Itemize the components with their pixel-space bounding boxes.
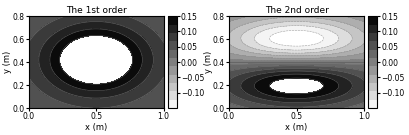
X-axis label: x (m): x (m) xyxy=(85,123,107,131)
Y-axis label: y (m): y (m) xyxy=(3,51,12,73)
Title: The 2nd order: The 2nd order xyxy=(265,6,328,15)
Title: The 1st order: The 1st order xyxy=(66,6,126,15)
X-axis label: x (m): x (m) xyxy=(285,123,308,131)
Y-axis label: y (m): y (m) xyxy=(204,51,213,73)
